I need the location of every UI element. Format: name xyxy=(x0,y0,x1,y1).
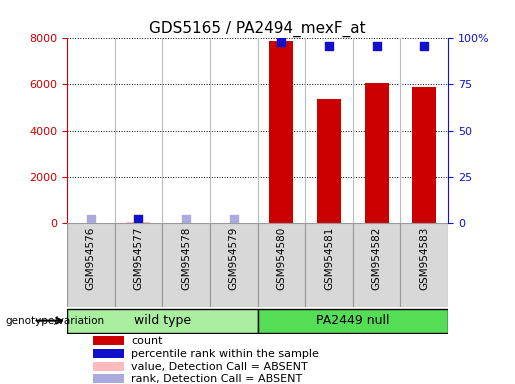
Text: value, Detection Call = ABSENT: value, Detection Call = ABSENT xyxy=(131,361,308,372)
Text: GSM954583: GSM954583 xyxy=(419,227,429,290)
Bar xyxy=(93,362,124,371)
Text: GSM954579: GSM954579 xyxy=(229,227,238,290)
Point xyxy=(230,216,238,222)
Bar xyxy=(365,83,388,223)
Text: GSM954577: GSM954577 xyxy=(133,227,143,290)
Point xyxy=(325,43,333,49)
Text: GSM954576: GSM954576 xyxy=(86,227,96,290)
Bar xyxy=(258,223,305,307)
Text: rank, Detection Call = ABSENT: rank, Detection Call = ABSENT xyxy=(131,374,303,384)
Text: PA2449 null: PA2449 null xyxy=(316,314,389,327)
Point xyxy=(87,216,95,222)
Point xyxy=(277,39,285,45)
Bar xyxy=(305,223,353,307)
Text: GSM954581: GSM954581 xyxy=(324,227,334,290)
Text: GSM954578: GSM954578 xyxy=(181,227,191,290)
Text: percentile rank within the sample: percentile rank within the sample xyxy=(131,349,319,359)
Point xyxy=(372,43,381,49)
Bar xyxy=(93,349,124,358)
Point xyxy=(182,216,190,222)
Point xyxy=(420,43,428,49)
Bar xyxy=(401,223,448,307)
Text: count: count xyxy=(131,336,163,346)
Bar xyxy=(353,223,401,307)
Bar xyxy=(269,41,293,223)
Bar xyxy=(67,309,258,333)
Bar xyxy=(210,223,258,307)
Bar xyxy=(67,223,115,307)
Bar xyxy=(93,374,124,383)
Text: wild type: wild type xyxy=(134,314,191,327)
Bar xyxy=(93,336,124,345)
Bar xyxy=(317,99,341,223)
Bar xyxy=(114,223,162,307)
Bar xyxy=(413,87,436,223)
Bar xyxy=(162,223,210,307)
Bar xyxy=(127,222,150,223)
Text: GSM954582: GSM954582 xyxy=(372,227,382,290)
Title: GDS5165 / PA2494_mexF_at: GDS5165 / PA2494_mexF_at xyxy=(149,21,366,37)
Point xyxy=(134,216,143,222)
Text: GSM954580: GSM954580 xyxy=(277,227,286,290)
Text: genotype/variation: genotype/variation xyxy=(5,316,104,326)
Bar xyxy=(258,309,448,333)
